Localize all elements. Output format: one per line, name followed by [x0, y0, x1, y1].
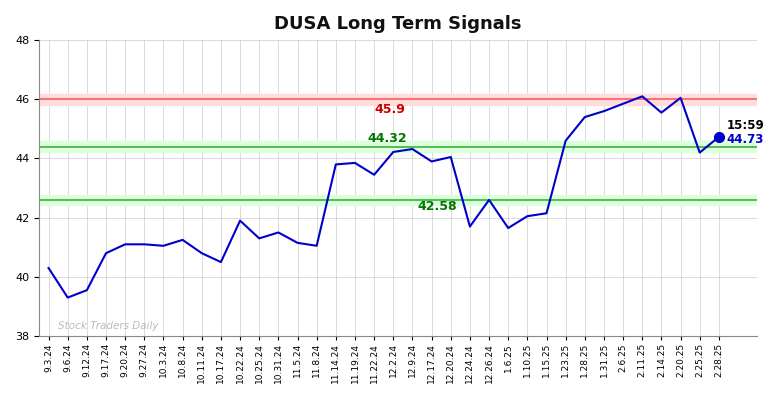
Text: 15:59: 15:59 — [727, 119, 764, 132]
Text: 42.58: 42.58 — [418, 200, 457, 213]
Text: Stock Traders Daily: Stock Traders Daily — [58, 321, 158, 331]
Bar — [39, 195, 757, 205]
Text: 44.32: 44.32 — [368, 132, 408, 145]
Title: DUSA Long Term Signals: DUSA Long Term Signals — [274, 15, 522, 33]
Bar — [39, 141, 757, 152]
Text: 45.9: 45.9 — [374, 103, 405, 115]
Bar — [39, 94, 757, 105]
Text: 44.73: 44.73 — [727, 133, 764, 146]
